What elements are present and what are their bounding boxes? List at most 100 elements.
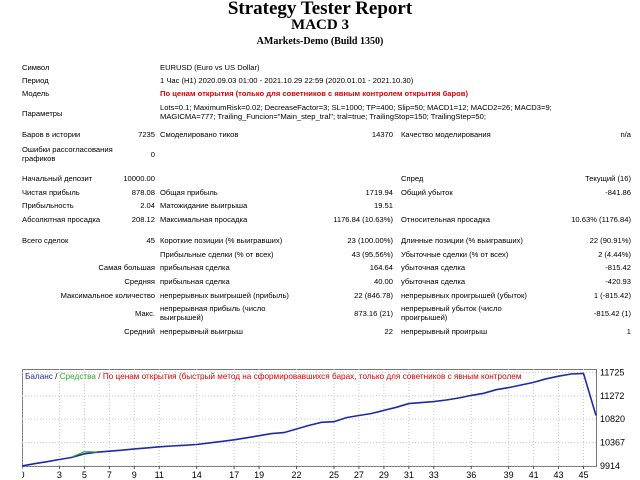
x-tick-label: 22 <box>292 470 302 480</box>
avg-loss-value: -420.93 <box>605 277 631 286</box>
gross-loss-value: -841.86 <box>605 188 631 197</box>
max-label: Макс. <box>135 309 155 318</box>
short-positions-value: 23 (100.00%) <box>347 236 393 245</box>
total-trades-label: Всего сделок <box>22 236 69 245</box>
legend-balance: Баланс <box>25 372 53 381</box>
model-label: Модель <box>22 89 50 98</box>
bars-value: 7235 <box>138 130 155 139</box>
largest-label: Самая большая <box>98 263 155 272</box>
avg-cons-losses-value: 1 <box>626 327 631 336</box>
x-tick-label: 11 <box>155 470 164 480</box>
legend-note: / По ценам открытия (быстрый метод на сф… <box>98 372 522 381</box>
x-tick-label: 31 <box>404 470 414 480</box>
average-label: Средняя <box>124 277 155 286</box>
quality-value: n/a <box>620 130 631 139</box>
x-tick-label: 36 <box>466 470 476 480</box>
abs-drawdown-label: Абсолютная просадка <box>22 215 101 224</box>
max-drawdown-value: 1176.84 (10.63%) <box>333 215 393 224</box>
x-tick-label: 29 <box>379 470 389 480</box>
avg2-label: Средний <box>124 327 155 336</box>
x-tick-label: 7 <box>107 470 112 480</box>
max-cons-wins-label: непрерывных выигрышей (прибыль) <box>160 291 289 300</box>
x-tick-label: 27 <box>354 470 364 480</box>
net-profit-value: 878.08 <box>131 188 155 197</box>
params-line-1: Lots=0.1; MaximumRisk=0.02; DecreaseFact… <box>160 103 552 112</box>
max-cons-loss-label-1: непрерывный убыток (число <box>401 304 502 313</box>
short-positions-label: Короткие позиции (% выигравших) <box>160 236 283 245</box>
y-tick-label: 10820 <box>600 414 625 424</box>
report-subtitle: MACD 3 <box>291 17 349 33</box>
balance-line <box>22 372 597 467</box>
max-cons-losses-value: 1 (-815.42) <box>593 291 631 300</box>
legend-separator: / <box>55 372 58 381</box>
period-value: 1 Час (H1) 2020.09.03 01:00 - 2021.10.29… <box>160 76 414 85</box>
x-tick-label: 19 <box>254 470 264 480</box>
params-label: Параметры <box>22 109 63 118</box>
symbol-value: EURUSD (Euro vs US Dollar) <box>160 63 260 72</box>
gross-profit-value: 1719.94 <box>365 188 393 197</box>
avg-profit-value: 40.00 <box>373 277 393 286</box>
x-tick-label: 3 <box>57 470 62 480</box>
loss-trades-label: Убыточные сделки (% от всех) <box>401 250 509 259</box>
x-tick-label: 14 <box>192 470 202 480</box>
avg-cons-losses-label: непрерывный проигрыш <box>401 327 488 336</box>
errors-label-1: Ошибки рассогласования <box>22 145 113 154</box>
balance-chart: 9914 10367 10820 11272 11725 0 3 5 7 9 11 14 17 19 22 2… <box>22 369 625 480</box>
report-build: AMarkets-Demo (Build 1350) <box>256 36 384 47</box>
net-profit-label: Чистая прибыль <box>22 188 80 197</box>
profit-trades-label: Прибыльные сделки (% от всех) <box>160 250 274 259</box>
errors-label-2: графиков <box>22 154 56 163</box>
avg-cons-wins-value: 22 <box>384 327 393 336</box>
chart-legend: Баланс / Средства / По ценам открытия (б… <box>25 372 521 381</box>
x-tick-label: 17 <box>229 470 239 480</box>
ticks-label: Смоделировано тиков <box>160 130 239 139</box>
x-tick-label: 0 <box>22 470 25 480</box>
spread-value: Текущий (16) <box>585 174 631 183</box>
largest-profit-value: 164.64 <box>369 263 393 272</box>
max-cons-loss-value: -815.42 (1) <box>593 309 631 318</box>
x-tick-label: 43 <box>554 470 564 480</box>
x-tick-label: 41 <box>529 470 539 480</box>
gross-loss-label: Общий убыток <box>401 188 453 197</box>
equity-line <box>71 451 97 458</box>
expected-payoff-value: 19.51 <box>373 201 393 210</box>
long-positions-label: Длинные позиции (% выигравших) <box>401 236 523 245</box>
x-tick-label: 5 <box>82 470 87 480</box>
largest-loss-label: убыточная сделка <box>401 263 466 272</box>
y-tick-label: 11725 <box>600 369 624 377</box>
rel-drawdown-value: 10.63% (1176.84) <box>571 215 631 224</box>
profit-factor-value: 2.04 <box>140 201 155 210</box>
x-tick-label: 39 <box>504 470 514 480</box>
max-cons-profit-label-1: непрерывная прибыль (число <box>160 304 266 313</box>
largest-loss-value: -815.42 <box>605 263 631 272</box>
total-trades-value: 45 <box>146 236 155 245</box>
max-cons-wins-value: 22 (846.78) <box>354 291 393 300</box>
errors-value: 0 <box>150 150 155 159</box>
x-tick-label: 45 <box>579 470 589 480</box>
max-cons-profit-label-2: выигрышей) <box>160 313 204 322</box>
max-cons-losses-label: непрерывных проигрышей (убыток) <box>401 291 527 300</box>
rel-drawdown-label: Относительная просадка <box>401 215 490 224</box>
loss-trades-value: 2 (4.44%) <box>598 250 631 259</box>
profit-trades-value: 43 (95.56%) <box>351 250 393 259</box>
params-line-2: MAGICMA=777; Trailing_Funcion="Main_step… <box>160 112 486 121</box>
deposit-value: 10000.00 <box>123 174 155 183</box>
quality-label: Качество моделирования <box>401 130 491 139</box>
x-tick-label: 9 <box>132 470 137 480</box>
symbol-label: Символ <box>22 63 50 72</box>
avg-cons-wins-label: непрерывный выигрыш <box>160 327 243 336</box>
legend-equity: Средства <box>59 372 96 381</box>
avg-loss-label: убыточная сделка <box>401 277 466 286</box>
expected-payoff-label: Матожидание выигрыша <box>160 201 248 210</box>
avg-profit-label: прибыльная сделка <box>160 277 230 286</box>
x-tick-label: 25 <box>329 470 339 480</box>
abs-drawdown-value: 208.12 <box>131 215 155 224</box>
profit-factor-label: Прибыльность <box>22 201 74 210</box>
largest-profit-label: прибыльная сделка <box>160 263 230 272</box>
x-tick-label: 33 <box>429 470 439 480</box>
deposit-label: Начальный депозит <box>22 174 93 183</box>
long-positions-value: 22 (90.91%) <box>589 236 631 245</box>
model-value: По ценам открытия (только для советников… <box>160 89 468 98</box>
report-title: Strategy Tester Report <box>227 0 413 19</box>
max-cons-loss-label-2: проигрышей) <box>401 313 448 322</box>
